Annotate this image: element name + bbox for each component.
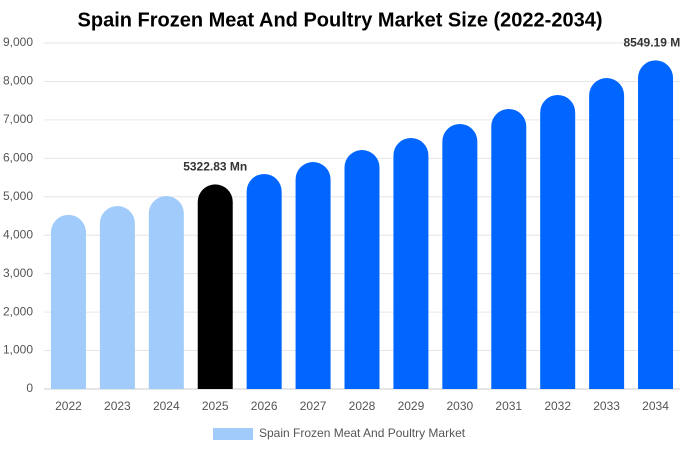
bar: [491, 108, 527, 389]
x-tick-label: 2023: [104, 399, 131, 413]
x-tick-label: 2028: [349, 399, 376, 413]
bar: [246, 173, 282, 389]
y-tick-label: 3,000: [3, 266, 33, 280]
y-tick-label: 6,000: [3, 151, 33, 165]
y-tick-label: 5,000: [3, 189, 33, 203]
x-tick-label: 2033: [593, 399, 620, 413]
bar: [197, 184, 233, 389]
y-tick-label: 8,000: [3, 74, 33, 88]
legend-swatch: [213, 428, 253, 440]
y-tick-label: 4,000: [3, 227, 33, 241]
y-tick-label: 0: [26, 381, 33, 395]
bar: [442, 123, 478, 390]
x-tick-label: 2031: [495, 399, 522, 413]
x-tick-label: 2030: [446, 399, 473, 413]
x-tick-label: 2029: [398, 399, 425, 413]
bar: [589, 77, 625, 390]
x-tick-label: 2032: [544, 399, 571, 413]
y-tick-label: 7,000: [3, 112, 33, 126]
legend-label: Spain Frozen Meat And Poultry Market: [259, 426, 466, 440]
chart-title: Spain Frozen Meat And Poultry Market Siz…: [78, 9, 603, 31]
bar: [99, 206, 135, 389]
x-tick-label: 2024: [153, 399, 180, 413]
y-tick-label: 9,000: [3, 35, 33, 49]
bar: [295, 161, 331, 389]
value-label: 8549.19 Mn: [624, 36, 680, 50]
y-tick-label: 1,000: [3, 343, 33, 357]
x-tick-label: 2034: [642, 399, 669, 413]
bar: [148, 196, 184, 389]
x-tick-label: 2022: [55, 399, 82, 413]
bar: [50, 214, 86, 389]
bar: [393, 137, 429, 389]
x-tick-label: 2026: [251, 399, 278, 413]
bar: [638, 60, 674, 389]
x-tick-label: 2025: [202, 399, 229, 413]
y-tick-label: 2,000: [3, 304, 33, 318]
value-label: 5322.83 Mn: [183, 160, 247, 174]
bar: [344, 149, 380, 389]
bar: [540, 94, 576, 389]
x-tick-label: 2027: [300, 399, 327, 413]
